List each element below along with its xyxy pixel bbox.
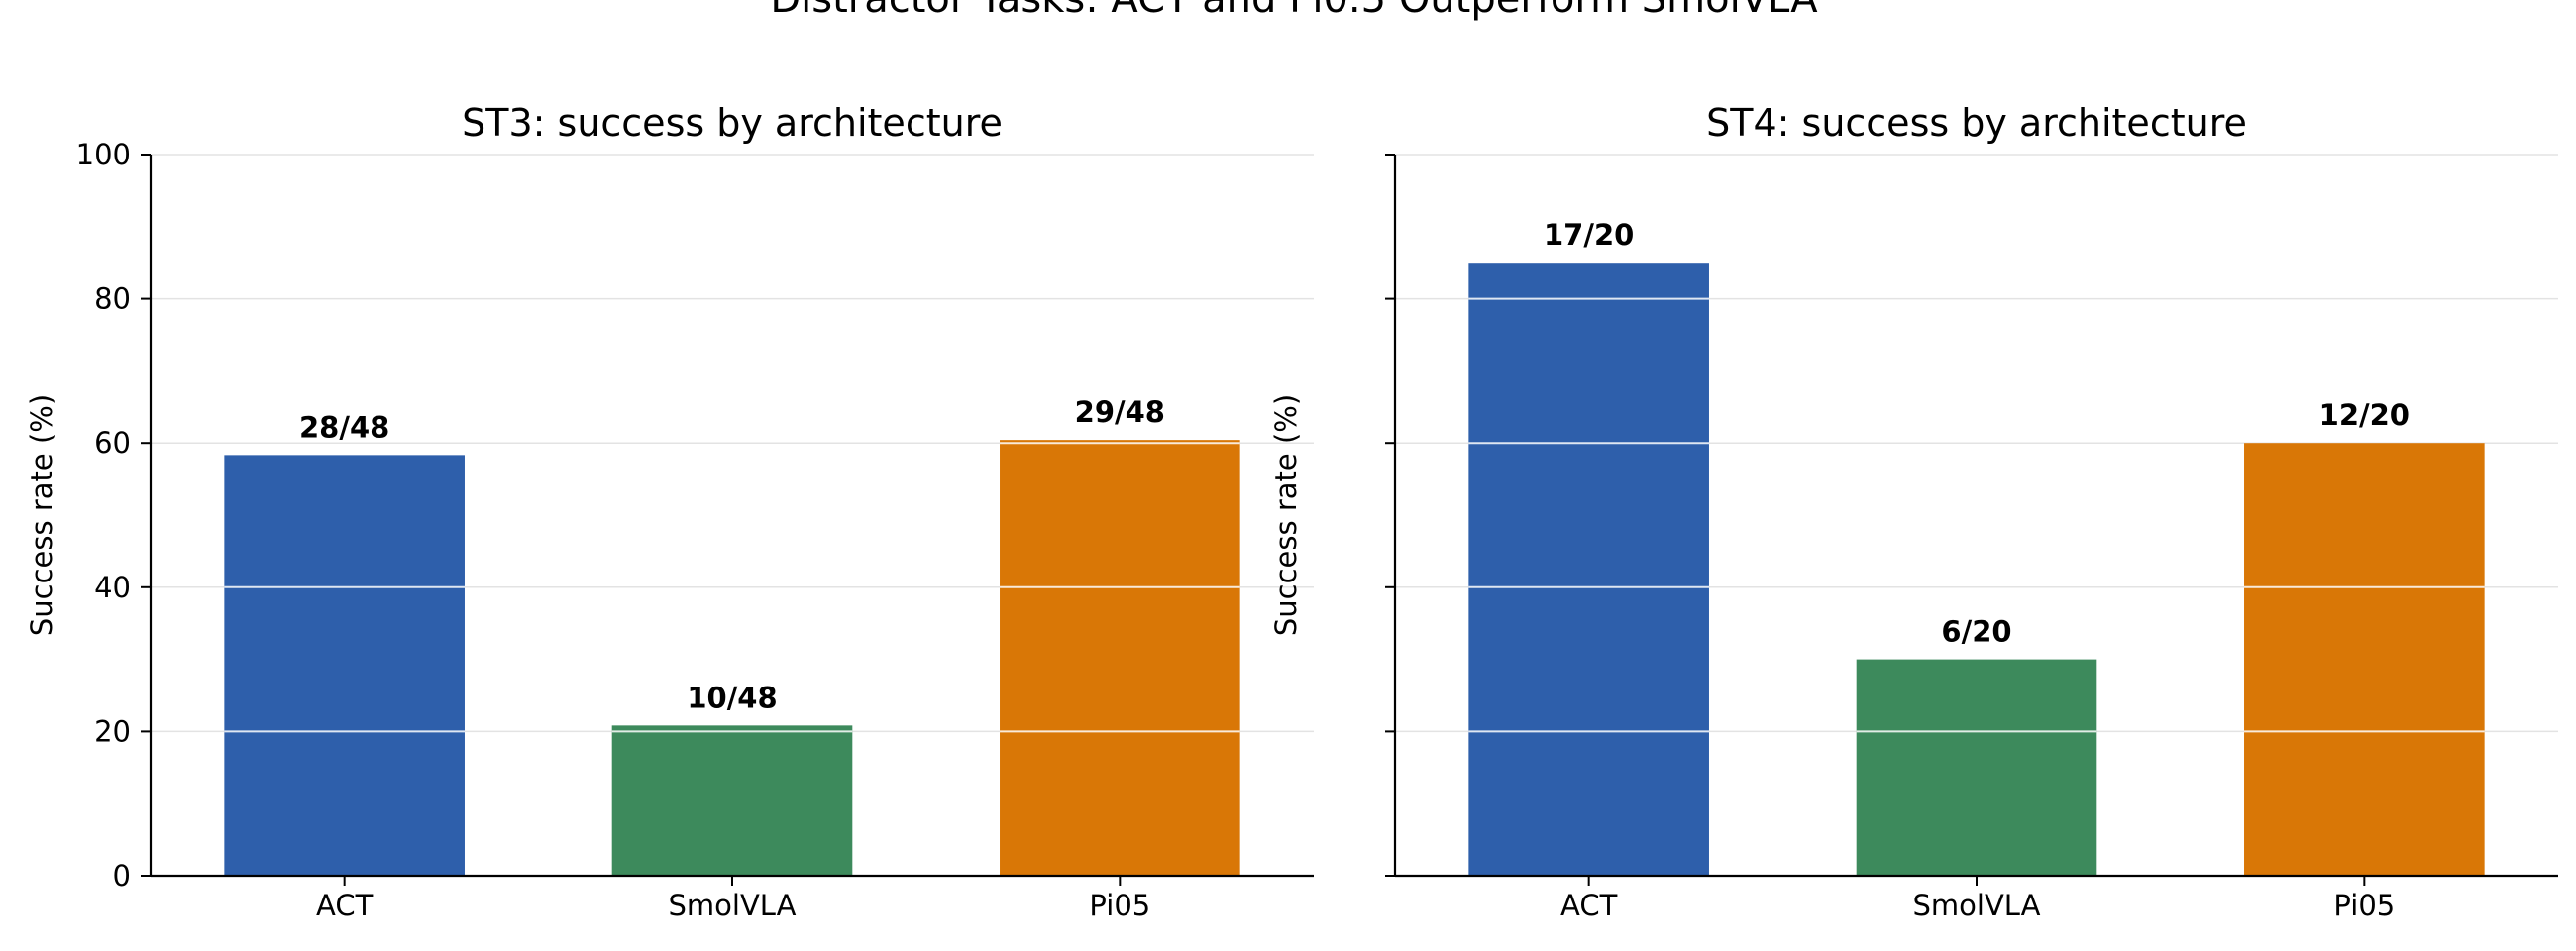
y-axis-label: Success rate (%) xyxy=(1269,394,1303,636)
y-tick-label: 40 xyxy=(94,571,131,604)
bar-pi05 xyxy=(2244,443,2485,876)
y-tick-label: 60 xyxy=(94,426,131,460)
bar-smolvla xyxy=(1856,659,2097,876)
y-tick-label: 80 xyxy=(94,282,131,316)
data-label: 6/20 xyxy=(1941,615,2011,649)
x-tick-label: ACT xyxy=(316,889,374,922)
chart-panel-2: 17/20 6/20 12/20 ACT SmolVLA Pi05 ST4: success… xyxy=(1269,101,2558,922)
bar-pi05 xyxy=(1000,440,1240,876)
x-tick-label: ACT xyxy=(1560,889,1618,922)
data-label: 10/48 xyxy=(687,681,777,714)
y-axis-label: Success rate (%) xyxy=(25,394,58,636)
x-tick-label: SmolVLA xyxy=(669,889,797,922)
panel-title: ST4: success by architecture xyxy=(1706,101,2247,145)
chart-panels: 28/48 10/48 29/48 0 20 40 60 80 100 ACT SmolVLA Pi0… xyxy=(25,101,2558,922)
y-tick-label: 100 xyxy=(76,138,131,171)
data-label: 29/48 xyxy=(1075,395,1165,429)
x-tick-label: SmolVLA xyxy=(1913,889,2041,922)
y-tick-label: 0 xyxy=(113,859,131,893)
x-tick-label: Pi05 xyxy=(2333,889,2395,922)
data-label: 12/20 xyxy=(2319,398,2410,432)
bar-act xyxy=(1468,263,1709,876)
chart-panel-1: 28/48 10/48 29/48 0 20 40 60 80 100 ACT SmolVLA Pi0… xyxy=(25,101,1314,922)
data-label: 17/20 xyxy=(1544,218,1634,252)
data-label: 28/48 xyxy=(299,410,389,444)
bar-act xyxy=(224,455,465,876)
figure-title: Distractor Tasks: ACT and Pi0.5 Outperfo… xyxy=(770,0,1818,22)
bar-smolvla xyxy=(611,725,853,876)
panel-title: ST3: success by architecture xyxy=(462,101,1003,145)
x-tick-label: Pi05 xyxy=(1089,889,1150,922)
y-tick-label: 20 xyxy=(94,714,131,748)
